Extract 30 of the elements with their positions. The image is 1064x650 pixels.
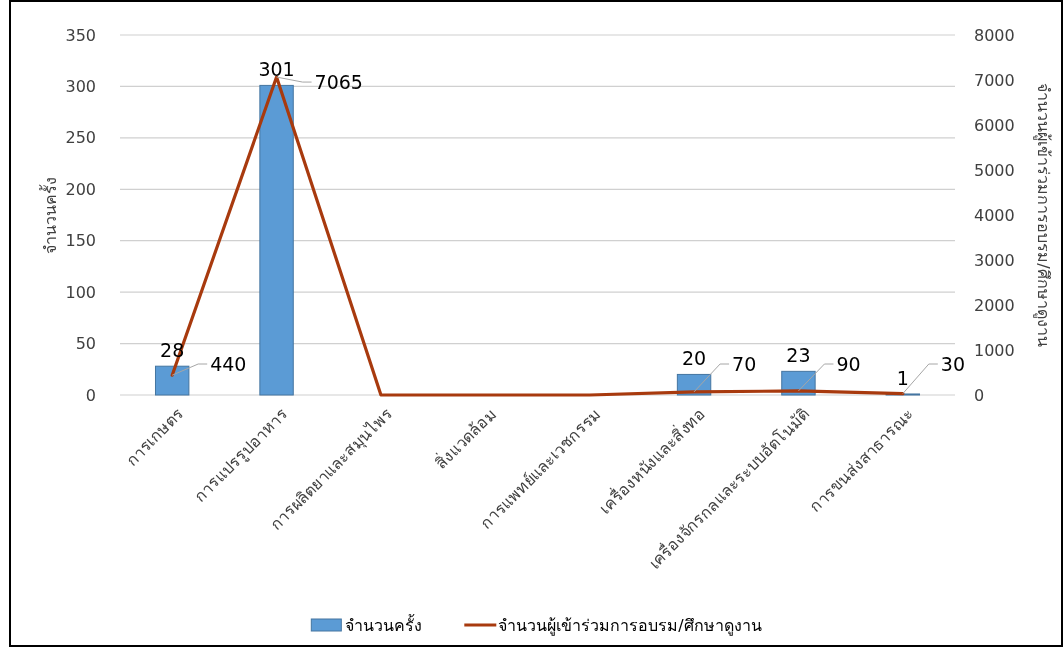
y-tick-label: 250 xyxy=(65,128,96,148)
data-label: 20 xyxy=(681,347,707,370)
data-label: 440 xyxy=(210,353,247,375)
y2-tick-label: 4000 xyxy=(974,205,1015,225)
y-tick-label: 350 xyxy=(65,25,96,45)
y2-tick-label: 0 xyxy=(974,385,985,405)
y2-tick-label: 3000 xyxy=(974,250,1015,270)
legend-label: จำนวนผู้เข้าร่วมการอบรม/ศึกษาดูงาน xyxy=(498,615,762,636)
data-label: 301 xyxy=(258,58,295,81)
y-tick-label: 200 xyxy=(65,179,96,199)
y2-tick-label: 5000 xyxy=(974,160,1015,180)
y2-tick-label: 2000 xyxy=(974,295,1015,315)
data-label: 30 xyxy=(940,353,965,375)
data-label: 7065 xyxy=(314,71,363,94)
y-tick-label: 150 xyxy=(65,231,96,251)
y2-tick-label: 7000 xyxy=(974,70,1015,90)
y2-axis-title: จำนวนผู้เข้าร่วมการอบรม/ศึกษาดูงาน xyxy=(1033,83,1054,347)
y2-tick-label: 1000 xyxy=(974,340,1015,360)
y-tick-label: 300 xyxy=(65,77,96,97)
y-tick-label: 0 xyxy=(85,385,96,405)
y2-tick-label: 8000 xyxy=(974,25,1015,45)
data-label: 90 xyxy=(836,353,861,375)
data-label: 1 xyxy=(896,366,909,389)
y-tick-label: 100 xyxy=(65,282,96,302)
data-label: 23 xyxy=(786,344,811,367)
y2-tick-label: 6000 xyxy=(974,115,1015,135)
y-tick-label: 50 xyxy=(75,334,96,354)
data-label: 70 xyxy=(732,353,757,375)
y-axis-title: จำนวนครั้ง xyxy=(38,176,60,254)
legend-label: จำนวนครั้ง xyxy=(345,613,423,635)
